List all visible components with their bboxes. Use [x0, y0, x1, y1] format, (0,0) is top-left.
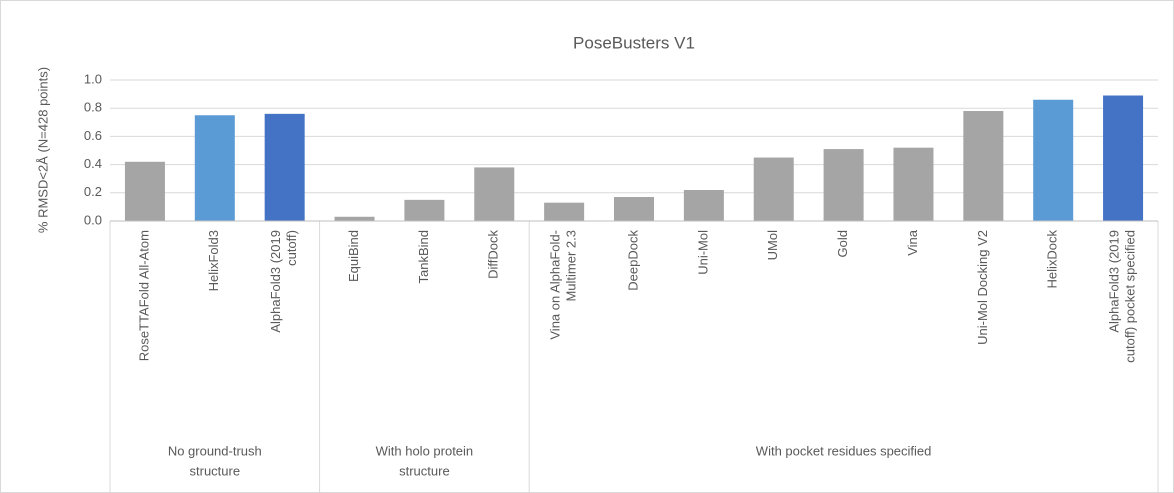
x-tick-label: DiffDock — [486, 230, 501, 279]
y-tick-label: 0.4 — [84, 156, 102, 171]
x-tick-label: Multimer 2.3 — [564, 230, 579, 302]
bar — [614, 197, 654, 221]
x-tick-label: Vina on AlphaFold- — [548, 230, 563, 340]
y-axis-title: % RMSD<2Å (N=428 points) — [35, 67, 50, 233]
bar — [893, 147, 934, 221]
bar — [823, 149, 864, 221]
x-tick-label: HelixDock — [1045, 230, 1060, 289]
x-tick-label: Vina — [905, 229, 920, 256]
x-tick-label: Gold — [835, 230, 850, 257]
y-tick-label: 0.8 — [84, 100, 102, 115]
x-tick-label: DeepDock — [625, 230, 640, 291]
bar — [194, 115, 235, 221]
y-tick-label: 0.6 — [84, 128, 102, 143]
chart-title: PoseBusters V1 — [573, 33, 695, 52]
bar — [404, 199, 445, 221]
x-tick-label: AlphaFold3 (2019 — [268, 230, 283, 333]
x-tick-label: EquiBind — [346, 230, 361, 282]
x-tick-label: RoseTTAFold All-Atom — [136, 230, 151, 361]
y-tick-label: 1.0 — [84, 71, 102, 86]
group-label: With pocket residues specified — [756, 443, 932, 458]
bar — [753, 157, 794, 221]
bar — [334, 216, 375, 221]
x-tick-label: cutoff) — [284, 230, 299, 266]
bar — [264, 113, 305, 221]
bar — [683, 189, 724, 221]
bar — [474, 167, 515, 221]
group-label: With holo protein — [376, 443, 474, 458]
group-label: No ground-trush — [168, 443, 262, 458]
x-tick-label: Uni-Mol — [695, 230, 710, 275]
y-tick-label: 0.2 — [84, 184, 102, 199]
bar — [1103, 95, 1144, 221]
x-tick-label: AlphaFold3 (2019 — [1107, 230, 1122, 333]
x-tick-label: TankBind — [416, 230, 431, 283]
x-tick-label: HelixFold3 — [206, 230, 221, 291]
x-tick-label: Uni-Mol Docking V2 — [975, 230, 990, 345]
bar — [124, 161, 165, 221]
bar — [1033, 99, 1074, 221]
group-label: structure — [399, 463, 450, 478]
x-tick-label: UMol — [765, 230, 780, 260]
bar — [963, 111, 1004, 221]
bar — [544, 202, 585, 221]
x-tick-label: cutoff) pocket specified — [1123, 230, 1138, 363]
group-label: structure — [190, 463, 241, 478]
y-tick-label: 0.0 — [84, 212, 102, 227]
